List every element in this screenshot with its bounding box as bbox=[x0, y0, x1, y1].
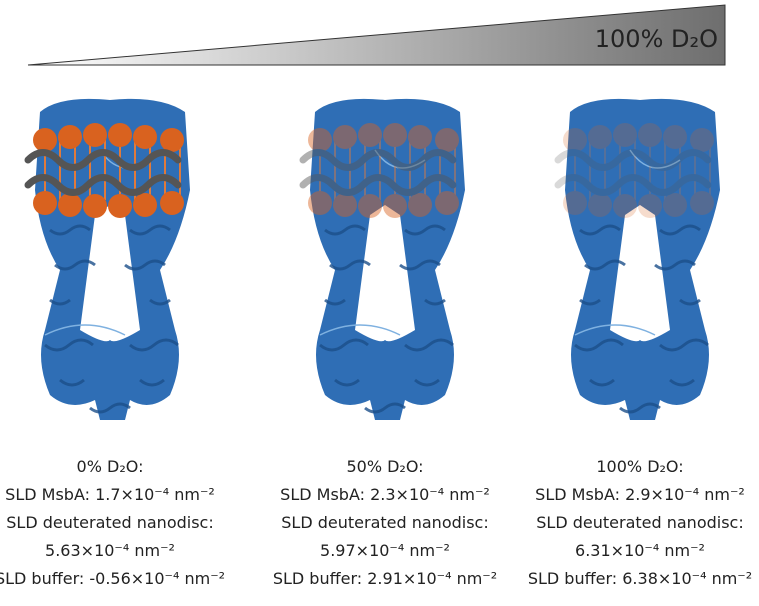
sld-line: SLD deuterated nanodisc: bbox=[6, 513, 213, 532]
sld-line: SLD MsbA: 2.9×10⁻⁴ nm⁻² bbox=[535, 485, 745, 504]
sld-line: SLD deuterated nanodisc: bbox=[536, 513, 743, 532]
condition-label: 50% D₂O: bbox=[346, 457, 423, 476]
sld-line: SLD MsbA: 2.3×10⁻⁴ nm⁻² bbox=[280, 485, 490, 504]
sld-line: SLD buffer: -0.56×10⁻⁴ nm⁻² bbox=[0, 569, 225, 588]
condition-label: 100% D₂O: bbox=[596, 457, 683, 476]
sld-line: 6.31×10⁻⁴ nm⁻² bbox=[575, 541, 705, 560]
gradient-label: 100% D₂O bbox=[595, 25, 718, 53]
panel bbox=[558, 99, 720, 420]
figure: 100% D₂O 0% D₂O: SLD MsbA: 1.7×10⁻⁴ nm⁻² S… bbox=[0, 0, 759, 602]
sld-line: SLD deuterated nanodisc: bbox=[281, 513, 488, 532]
sld-line: 5.97×10⁻⁴ nm⁻² bbox=[320, 541, 450, 560]
sld-line: SLD MsbA: 1.7×10⁻⁴ nm⁻² bbox=[5, 485, 215, 504]
panel bbox=[28, 99, 190, 420]
panel bbox=[303, 99, 465, 420]
sld-line: SLD buffer: 6.38×10⁻⁴ nm⁻² bbox=[528, 569, 752, 588]
sld-line: SLD buffer: 2.91×10⁻⁴ nm⁻² bbox=[273, 569, 497, 588]
page: 100% D₂O 0% D₂O: SLD MsbA: 1.7×10⁻⁴ nm⁻² S… bbox=[0, 0, 759, 602]
sld-line: 5.63×10⁻⁴ nm⁻² bbox=[45, 541, 175, 560]
condition-label: 0% D₂O: bbox=[77, 457, 144, 476]
panels bbox=[28, 99, 720, 420]
